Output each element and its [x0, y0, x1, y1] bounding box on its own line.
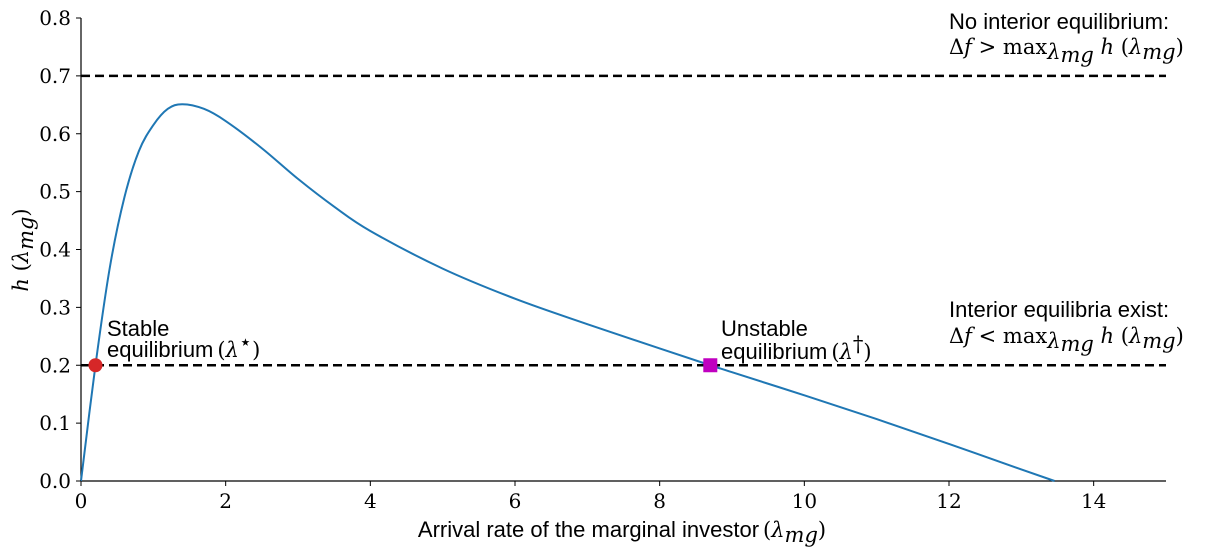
tick-labels: 0 2 4 6 8 10 12 14 0.0 0.1 0.2 0.3 0.4 0.5 0.6 0.7 0.8	[39, 6, 1106, 513]
x-tick-label: 8	[653, 489, 666, 513]
stable-annotation-line2: equilibrium (λ⋆)	[107, 330, 260, 362]
series-group	[80, 103, 1055, 482]
x-tick-label: 6	[509, 489, 522, 513]
h-curve-line	[80, 103, 1055, 482]
y-tick-label: 0.8	[39, 6, 71, 30]
y-tick-label: 0.1	[39, 411, 71, 435]
y-tick-label: 0.7	[39, 64, 71, 88]
no-interior-formula: Δf > maxλmg h (λmg)	[949, 35, 1184, 67]
x-tick-label: 14	[1081, 489, 1106, 513]
axes	[80, 18, 1166, 482]
x-tick-label: 4	[364, 489, 377, 513]
y-tick-label: 0.6	[39, 122, 71, 146]
unstable-equilibrium-point	[703, 358, 718, 373]
unstable-annotation-line1: Unstable	[721, 316, 808, 341]
y-tick-label: 0.5	[39, 180, 71, 204]
reference-lines	[81, 74, 1166, 367]
y-tick-label: 0.4	[39, 238, 71, 262]
y-tick-label: 0.2	[39, 353, 71, 377]
stable-equilibrium-point	[88, 358, 103, 373]
y-tick-label: 0.3	[39, 295, 71, 319]
x-axis-label: Arrival rate of the marginal investor (λ…	[418, 517, 826, 547]
interior-formula: Δf < maxλmg h (λmg)	[949, 324, 1184, 356]
x-tick-label: 2	[219, 489, 232, 513]
y-axis-label: h (λmg)	[9, 208, 38, 291]
x-tick-label: 12	[936, 489, 961, 513]
interior-title: Interior equilibria exist:	[949, 297, 1169, 322]
x-tick-label: 0	[75, 489, 88, 513]
x-tick-label: 10	[792, 489, 817, 513]
equilibrium-points	[88, 358, 718, 373]
y-tick-label: 0.0	[39, 469, 71, 493]
no-interior-title: No interior equilibrium:	[949, 9, 1169, 34]
stable-annotation-line1: Stable	[107, 316, 169, 341]
unstable-annotation-line2: equilibrium (λ†)	[721, 332, 872, 364]
